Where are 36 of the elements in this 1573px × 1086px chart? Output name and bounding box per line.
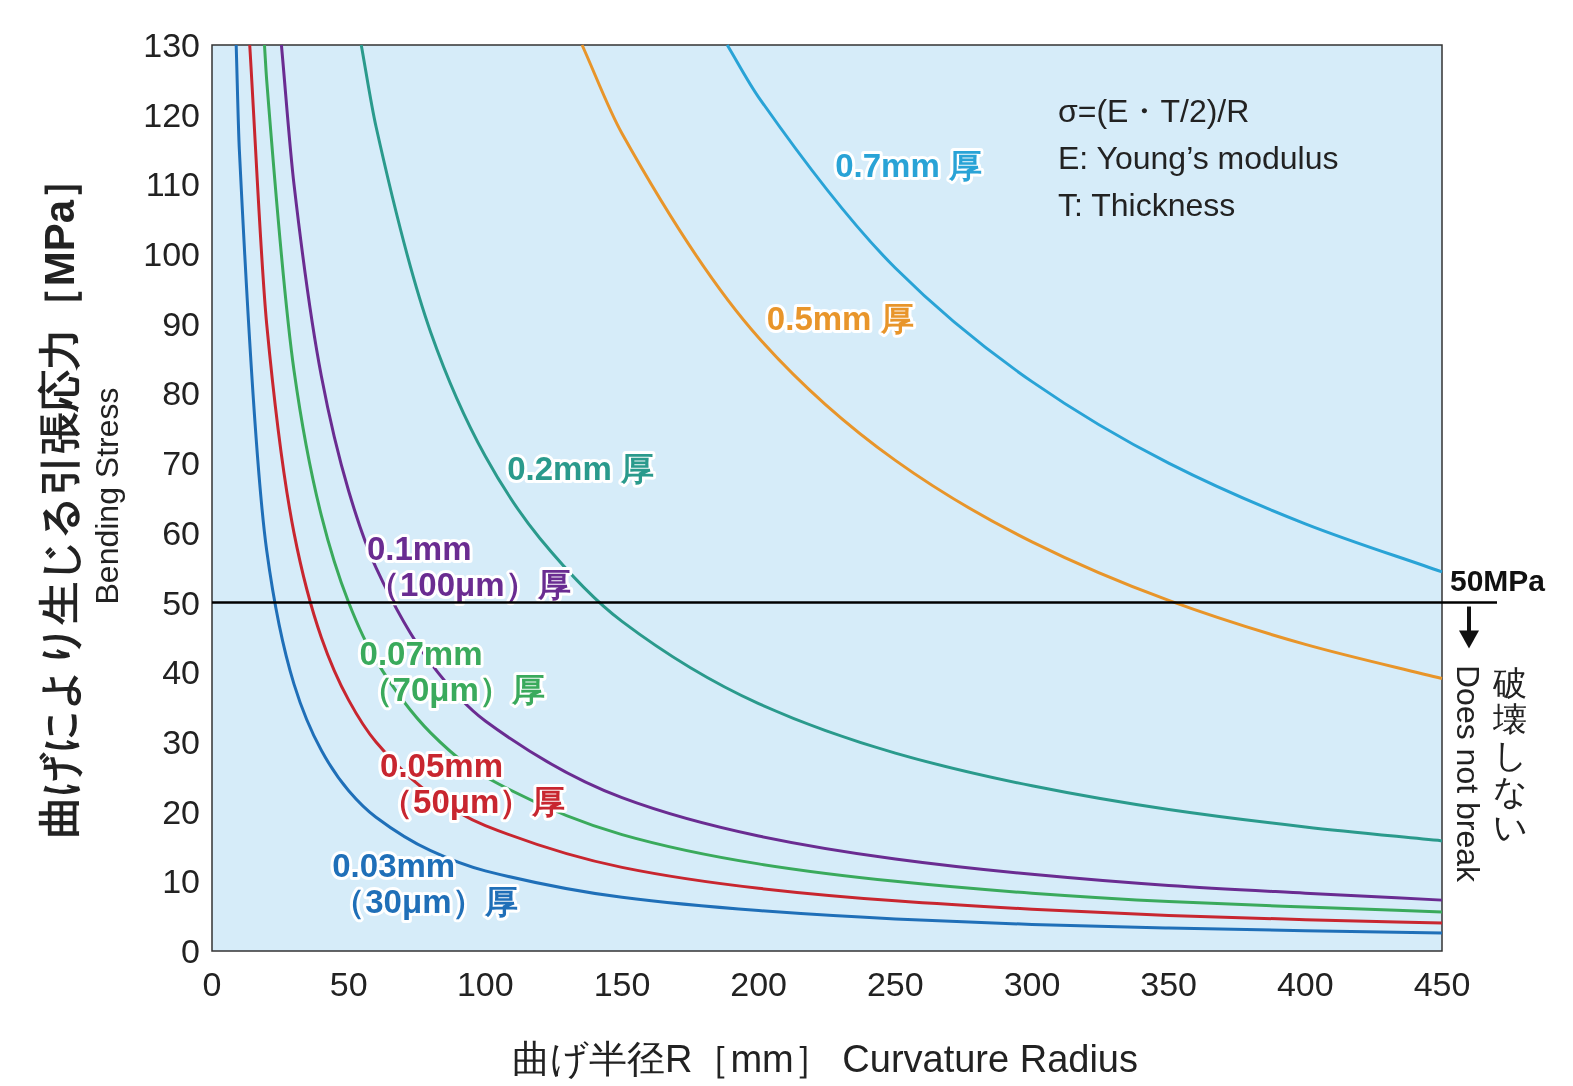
annotation: T: Thickness — [1058, 187, 1236, 223]
x-tick-label: 250 — [866, 965, 924, 1003]
x-tick-label: 300 — [1003, 965, 1061, 1003]
y-axis-title: 曲げにより生じる引張応力［MPa］ Bending Stress — [36, 157, 125, 839]
text: Does not break — [1450, 665, 1486, 884]
y-tick-label: 120 — [143, 95, 200, 134]
text: 破壊しない — [1492, 664, 1528, 846]
x-tick-label: 100 — [456, 965, 514, 1003]
y-tick-label: 40 — [162, 653, 200, 692]
y-tick-label: 60 — [162, 513, 200, 552]
x-tick-label: 450 — [1413, 965, 1471, 1003]
x-axis-title: 曲げ半径R［mm］ Curvature Radius — [512, 1038, 1138, 1080]
y-tick-label: 100 — [143, 235, 200, 274]
y-tick-label: 0 — [181, 932, 200, 970]
y-tick-label: 20 — [162, 792, 200, 831]
x-tick-label: 200 — [730, 965, 788, 1003]
y-tick-label: 130 — [143, 26, 200, 64]
y-tick-label: 10 — [162, 862, 200, 901]
series-label: 0.5mm 厚 — [766, 300, 914, 338]
y-tick-label: 50 — [162, 583, 200, 622]
x-tick-label: 400 — [1276, 965, 1334, 1003]
series-label: 0.7mm 厚 — [835, 146, 982, 184]
series-label: 0.03mm （30μm）厚 — [332, 847, 518, 921]
line-series — [725, 43, 1444, 574]
ref-line-label: 50MPa — [1450, 563, 1546, 597]
annotation: E: Young’s modulus — [1058, 140, 1339, 176]
y-tick-label: 30 — [162, 722, 200, 761]
series-label: 0.2mm 厚 — [507, 450, 654, 488]
y-tick-label: 90 — [162, 304, 200, 343]
annotation: σ=(E・T/2)/R — [1058, 93, 1250, 129]
y-tick-label: 70 — [162, 444, 200, 483]
y-tick-label: 80 — [162, 374, 200, 413]
x-tick-label: 350 — [1140, 965, 1198, 1003]
x-tick-label: 50 — [329, 965, 368, 1003]
x-tick-label: 150 — [593, 965, 651, 1003]
y-tick-label: 110 — [145, 165, 200, 204]
